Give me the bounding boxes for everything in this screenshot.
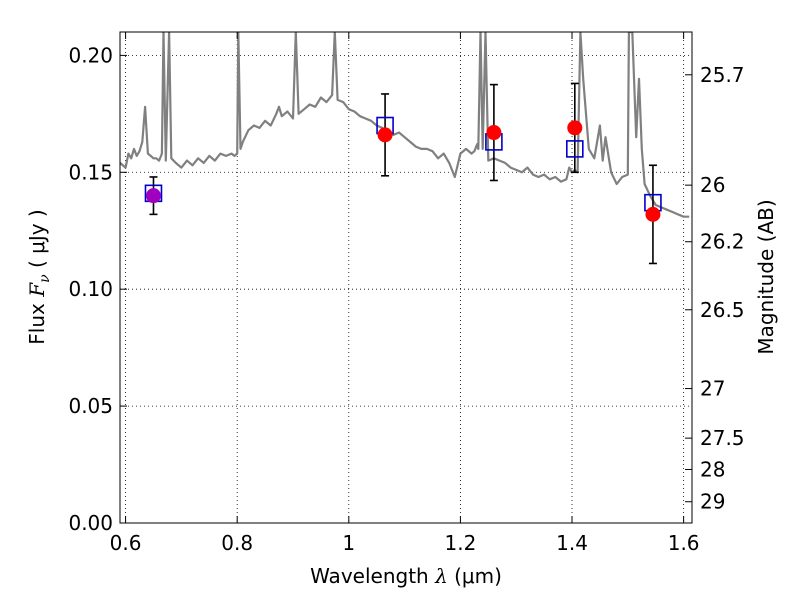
- y2-tick-label: 26: [700, 173, 725, 197]
- x-tick-label: 1: [342, 531, 355, 555]
- x-axis-label: Wavelength λ (μm): [310, 564, 502, 588]
- y-axis-label-prefix: Flux: [25, 297, 49, 345]
- y2-tick-label: 26.2: [700, 230, 745, 254]
- observed-photometry-point: [145, 188, 161, 204]
- model-spectrum-layer: [120, 32, 690, 218]
- x-tick-label: 0.8: [221, 531, 253, 555]
- x-axis: 0.6 0.8 1 1.2 1.4 1.6: [110, 32, 700, 555]
- y2-tick-label: 27: [700, 377, 725, 401]
- model-spectrum-line: [120, 32, 690, 218]
- x-axis-label-symbol: λ: [434, 564, 448, 588]
- y2-tick-label: 27.5: [700, 426, 745, 450]
- x-axis-label-suffix: (μm): [448, 564, 502, 588]
- y2-axis: 25.7 26 26.2 26.5 27 27.5 28 29: [685, 63, 745, 514]
- y-axis-label-suffix: ( μJy ): [25, 209, 49, 274]
- observed-photometry-point: [377, 127, 393, 143]
- synthetic-photometry-square: [566, 140, 584, 158]
- y-axis-label-symbol: F: [25, 282, 49, 298]
- x-axis-label-prefix: Wavelength: [310, 564, 435, 588]
- y2-tick-label: 28: [700, 457, 725, 481]
- y-axis-label-subscript: ν: [37, 274, 53, 283]
- y-axis-label: Flux Fν ( μJy ): [25, 209, 53, 344]
- y-tick-label: 0.20: [68, 43, 113, 67]
- plot-background: [120, 32, 692, 523]
- observed-photometry-point: [645, 206, 661, 222]
- y-tick-label: 0.05: [68, 394, 113, 418]
- y2-tick-label: 25.7: [700, 63, 745, 87]
- observed-photometry-layer: [145, 120, 661, 222]
- x-tick-label: 0.6: [110, 531, 142, 555]
- plot-frame: [119, 31, 693, 524]
- y2-tick-label: 26.5: [700, 298, 745, 322]
- observed-photometry-point: [486, 125, 502, 141]
- y2-tick-label: 29: [700, 490, 725, 514]
- x-tick-label: 1.6: [668, 531, 700, 555]
- x-tick-label: 1.4: [556, 531, 588, 555]
- y-tick-label: 0.10: [68, 277, 113, 301]
- plot-area: [120, 32, 690, 265]
- y-axis: 0.00 0.05 0.10 0.15 0.20: [68, 43, 127, 535]
- x-tick-label: 1.2: [445, 531, 477, 555]
- y-tick-label: 0.15: [68, 160, 113, 184]
- y-tick-label: 0.00: [68, 511, 113, 535]
- y2-axis-label: Magnitude (AB): [754, 199, 778, 354]
- observed-photometry-point: [567, 120, 583, 136]
